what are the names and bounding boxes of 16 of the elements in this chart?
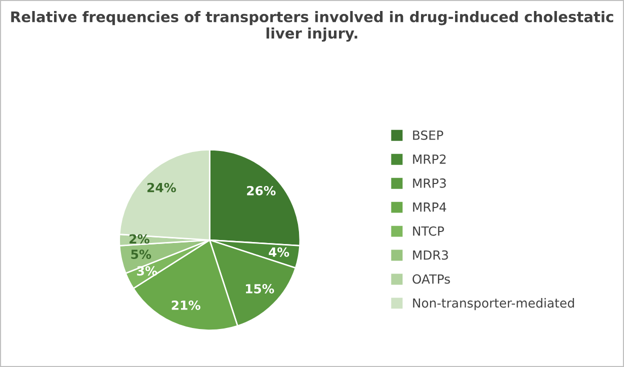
data-label: 4%: [268, 247, 290, 257]
legend-label: OATPs: [412, 274, 450, 284]
data-label: 15%: [246, 284, 274, 294]
data-label: 26%: [247, 186, 276, 196]
legend-label: BSEP: [413, 130, 444, 140]
legend-label: NTCP: [413, 226, 444, 236]
data-label: 2%: [130, 234, 150, 244]
legend-label: MRP2: [413, 154, 446, 164]
legend-label: MRP3: [413, 178, 446, 188]
chart-title: Relative frequencies of transporters involved in drug-induced cholestatic liver injury.: [11, 11, 614, 42]
data-label: 5%: [131, 250, 152, 260]
legend-label: MRP4: [413, 202, 446, 212]
legend-label: Non-transporter-mediated: [413, 298, 574, 310]
data-label: 21%: [172, 300, 200, 310]
data-label: 24%: [147, 182, 176, 192]
legend-label: MDR3: [413, 250, 448, 260]
